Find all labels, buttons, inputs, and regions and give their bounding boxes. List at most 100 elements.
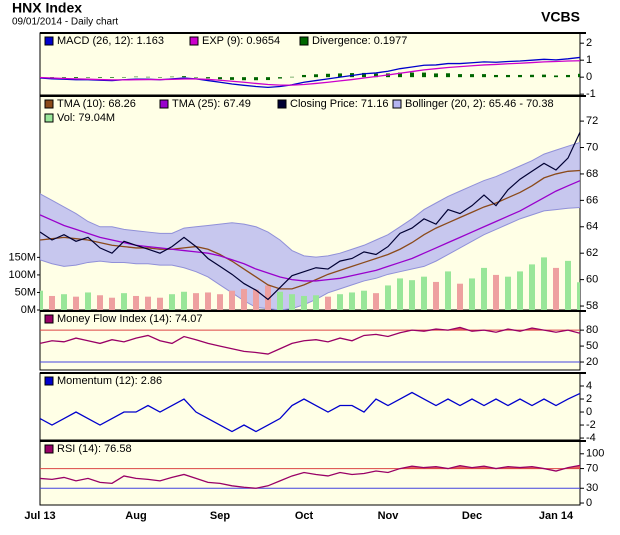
legend-label: EXP (9): 0.9654	[202, 35, 280, 47]
volume-bar	[85, 292, 91, 310]
bar	[434, 73, 438, 78]
legend-label: Momentum (12): 2.86	[57, 375, 162, 387]
legend-label: Money Flow Index (14): 74.07	[57, 313, 203, 325]
x-tick-label: Sep	[210, 510, 230, 522]
legend-swatch	[44, 314, 54, 324]
legend-swatch	[299, 36, 309, 46]
bar	[566, 74, 570, 78]
line	[40, 391, 580, 433]
y-tick-label: 80	[586, 324, 598, 336]
line	[40, 169, 580, 290]
bar	[206, 77, 210, 79]
volume-bar	[433, 281, 439, 310]
bar	[254, 77, 258, 81]
volume-bar	[457, 283, 463, 310]
bar	[302, 74, 306, 78]
x-tick-label: Jan 14	[539, 510, 574, 522]
volume-bar	[193, 293, 199, 310]
panel	[39, 32, 581, 96]
volume-bar	[349, 292, 355, 310]
bar	[242, 77, 246, 81]
legend-swatch	[159, 99, 169, 109]
plot	[40, 464, 580, 489]
x-tick-label: Nov	[378, 510, 400, 522]
volume-bar	[541, 257, 547, 310]
legend-swatch	[392, 99, 402, 109]
bar	[314, 74, 318, 78]
volume-bar	[313, 295, 319, 310]
y-tick-label: 72	[586, 115, 598, 127]
legend-label: TMA (25): 67.49	[172, 98, 251, 110]
y-tick-label: 64	[586, 221, 598, 233]
bar	[194, 77, 198, 78]
y-tick-label: 60	[586, 274, 598, 286]
source: VCBS	[541, 9, 580, 25]
volume-bar	[253, 289, 259, 310]
bar	[278, 77, 282, 79]
bar	[542, 74, 546, 78]
y-tick-label: 4	[586, 380, 592, 392]
y-tick-label: -4	[586, 432, 596, 444]
bar	[374, 73, 378, 78]
bar	[494, 74, 498, 78]
volume-bar	[361, 290, 367, 310]
bar	[266, 77, 270, 81]
bar	[98, 77, 102, 78]
panel	[39, 372, 581, 441]
legend-label: Closing Price: 71.16	[290, 98, 388, 110]
y-tick-label: 0	[586, 406, 592, 418]
y2-tick-label: 100M	[8, 269, 36, 281]
plot	[40, 131, 580, 310]
volume-bar	[517, 271, 523, 310]
volume-bar	[277, 291, 283, 310]
volume-bar	[301, 295, 307, 310]
level-fill	[40, 465, 580, 469]
volume-bar	[493, 274, 499, 310]
line	[40, 464, 580, 489]
line	[40, 60, 580, 86]
bar	[518, 74, 522, 78]
y-tick-label: 70	[586, 462, 598, 474]
bar	[230, 77, 234, 80]
volume-bar	[205, 292, 211, 310]
volume-bar	[241, 288, 247, 310]
volume-bar	[553, 267, 559, 310]
volume-bar	[529, 264, 535, 310]
y-tick-label: 2	[586, 393, 592, 405]
band-edge	[40, 142, 580, 258]
volume-bar	[505, 276, 511, 310]
y-tick-label: 0	[586, 497, 592, 509]
y-tick-label: -1	[586, 88, 596, 100]
volume-bar	[157, 297, 163, 310]
y-tick-label: 2	[586, 37, 592, 49]
volume-bar	[97, 295, 103, 310]
y-tick-label: 30	[586, 482, 598, 494]
volume-bar	[421, 276, 427, 310]
bar	[422, 72, 426, 78]
legend-swatch	[44, 376, 54, 386]
volume-bar	[145, 296, 151, 310]
bar	[410, 72, 414, 78]
y2-tick-label: 0M	[21, 304, 36, 316]
y2-tick-label: 150M	[8, 251, 36, 263]
line	[40, 326, 580, 355]
bar	[530, 74, 534, 78]
volume-bar	[481, 267, 487, 310]
y-tick-label: -2	[586, 419, 596, 431]
volume-bar	[577, 282, 580, 310]
bar	[146, 76, 150, 78]
volume-bar	[445, 271, 451, 310]
bar	[446, 73, 450, 78]
volume-bar	[181, 291, 187, 310]
volume-bar	[373, 293, 379, 310]
volume-bar	[61, 294, 67, 310]
y-tick-label: 62	[586, 247, 598, 259]
y-tick-label: 20	[586, 356, 598, 368]
bar	[86, 77, 90, 78]
bar	[170, 76, 174, 78]
volume-bar	[325, 296, 331, 310]
bar	[398, 72, 402, 78]
y-tick-label: 68	[586, 168, 598, 180]
chart-subtitle: 09/01/2014 - Daily chart	[12, 17, 118, 28]
bar	[326, 73, 330, 78]
